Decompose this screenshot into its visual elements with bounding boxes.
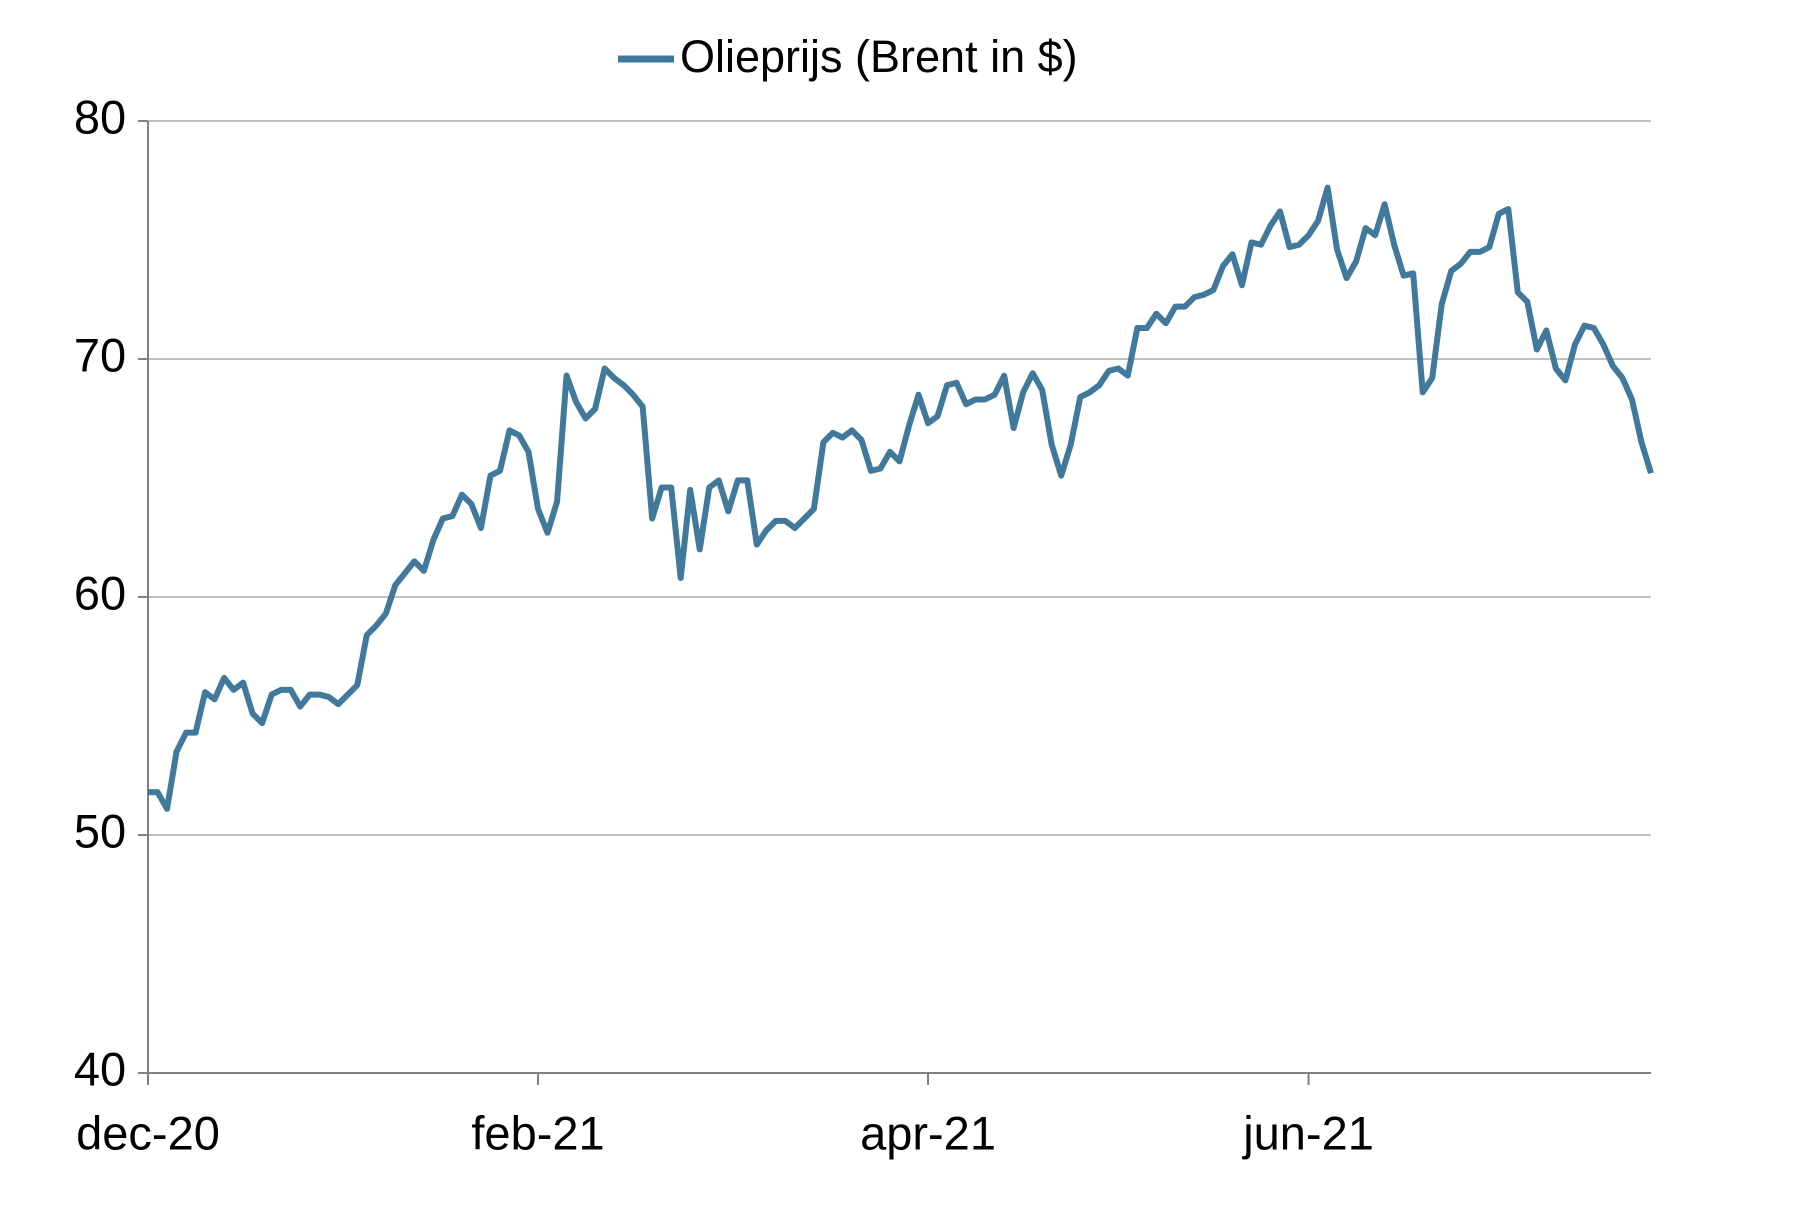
y-tick-label: 50 bbox=[74, 804, 126, 857]
x-tick-label: apr-21 bbox=[860, 1106, 996, 1159]
x-tick-label: dec-20 bbox=[76, 1106, 220, 1159]
y-tick-label: 40 bbox=[74, 1042, 126, 1095]
x-tick-label: feb-21 bbox=[471, 1106, 604, 1159]
data-line bbox=[148, 184, 1654, 812]
x-tick-label: jun-21 bbox=[1241, 1106, 1374, 1159]
y-tick-label: 80 bbox=[74, 90, 126, 143]
legend-label: Olieprijs (Brent in $) bbox=[680, 31, 1078, 82]
y-tick-label: 60 bbox=[74, 566, 126, 619]
y-tick-label: 70 bbox=[74, 328, 126, 381]
